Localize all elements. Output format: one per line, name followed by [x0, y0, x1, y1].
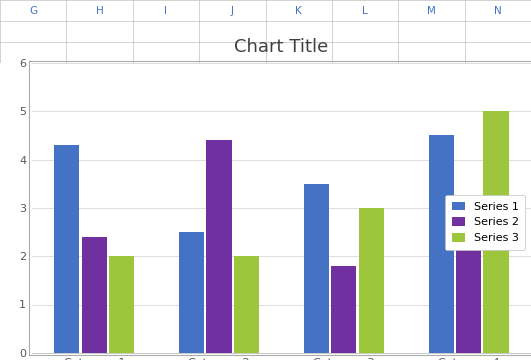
Bar [304, 184, 329, 353]
Bar [429, 135, 454, 353]
Bar [109, 256, 134, 353]
Text: N: N [494, 5, 502, 15]
Bar [234, 256, 259, 353]
Text: J: J [231, 5, 234, 15]
Bar [331, 266, 356, 353]
Bar [179, 232, 204, 353]
Text: G: G [29, 5, 37, 15]
Title: Chart Title: Chart Title [234, 38, 329, 56]
Bar [207, 140, 232, 353]
Bar [456, 217, 481, 353]
Text: I: I [165, 5, 167, 15]
Bar [483, 111, 509, 353]
Text: M: M [427, 5, 436, 15]
Bar [358, 208, 384, 353]
Text: K: K [295, 5, 302, 15]
Bar [54, 145, 80, 353]
Text: L: L [362, 5, 368, 15]
Legend: Series 1, Series 2, Series 3: Series 1, Series 2, Series 3 [445, 195, 526, 250]
Bar [82, 237, 107, 353]
Text: H: H [96, 5, 104, 15]
